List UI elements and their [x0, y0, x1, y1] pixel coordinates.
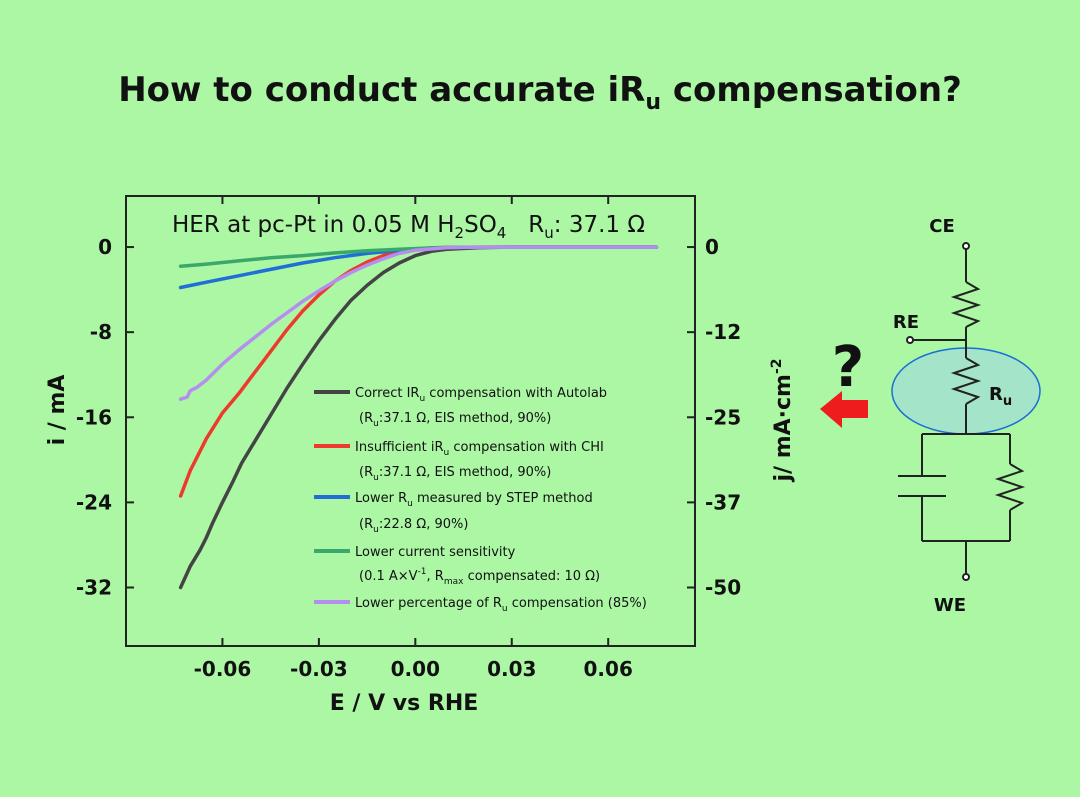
legend-label-3: Lower current sensitivity — [355, 545, 516, 560]
we-label: WE — [934, 595, 966, 616]
y2-tick-label: -50 — [705, 575, 741, 599]
y2-tick-label: -25 — [705, 405, 741, 429]
series-layer — [178, 245, 659, 590]
legend-detail-1: (Ru:37.1 Ω, EIS method, 90%) — [359, 465, 551, 483]
legend-detail-2: (Ru:22.8 Ω, 90%) — [359, 517, 468, 535]
ru-label: Ru — [989, 384, 1012, 409]
y2-tick-label: -12 — [705, 320, 741, 344]
y2-tick-label: -37 — [705, 490, 741, 514]
re-terminal — [906, 336, 914, 344]
we-terminal — [962, 573, 970, 581]
y2-axis-title: j/ mA·cm-2 — [769, 358, 796, 482]
y-tick-label: -32 — [76, 575, 112, 599]
legend-label-2: Lower Ru measured by STEP method — [355, 491, 593, 509]
resistor-parallel — [994, 463, 1026, 511]
left-arrow-icon — [820, 391, 868, 428]
x-tick-label: 0.06 — [584, 657, 633, 681]
y-tick-label: 0 — [98, 235, 112, 259]
ce-terminal — [962, 242, 970, 250]
y-tick-label: -24 — [76, 490, 112, 514]
y-tick-label: -8 — [90, 320, 112, 344]
plot-frame — [125, 195, 696, 647]
axis-ticks: -0.06 -0.03 0.00 0.03 0.06 0 -8 -16 -24 -32 0 -12 -2… — [76, 196, 741, 681]
series-line-1 — [178, 245, 659, 498]
x-tick-label: 0.00 — [391, 657, 440, 681]
y2-tick-label: 0 — [705, 235, 719, 259]
y-tick-label: -16 — [76, 405, 112, 429]
legend-label-1: Insufficient iRu compensation with CHI — [355, 440, 604, 458]
x-tick-label: 0.03 — [487, 657, 536, 681]
x-tick-label: -0.06 — [194, 657, 252, 681]
legend-label-0: Correct IRu compensation with Autolab — [355, 386, 607, 404]
y-axis-title: i / mA — [45, 375, 70, 446]
legend-detail-3: (0.1 A×V-1, Rmax compensated: 10 Ω) — [359, 567, 600, 587]
x-axis-title: E / V vs RHE — [330, 691, 479, 716]
series-line-4 — [178, 245, 659, 401]
page-title: How to conduct accurate iRu compensation… — [118, 70, 962, 115]
resistor-ru — [950, 357, 982, 405]
legend-detail-0: (Ru:37.1 Ω, EIS method, 90%) — [359, 411, 551, 429]
legend-label-4: Lower percentage of Ru compensation (85%… — [355, 596, 647, 614]
re-label: RE — [893, 312, 919, 333]
chart-title: HER at pc-Pt in 0.05 M H2SO4 Ru: 37.1 Ω — [172, 212, 645, 242]
resistor-ce-re — [950, 281, 982, 328]
ce-label: CE — [929, 216, 955, 237]
question-mark: ? — [832, 335, 864, 400]
legend: Correct IRu compensation with Autolab (R… — [314, 386, 647, 614]
circuit-diagram — [891, 242, 1041, 581]
x-tick-label: -0.03 — [290, 657, 348, 681]
